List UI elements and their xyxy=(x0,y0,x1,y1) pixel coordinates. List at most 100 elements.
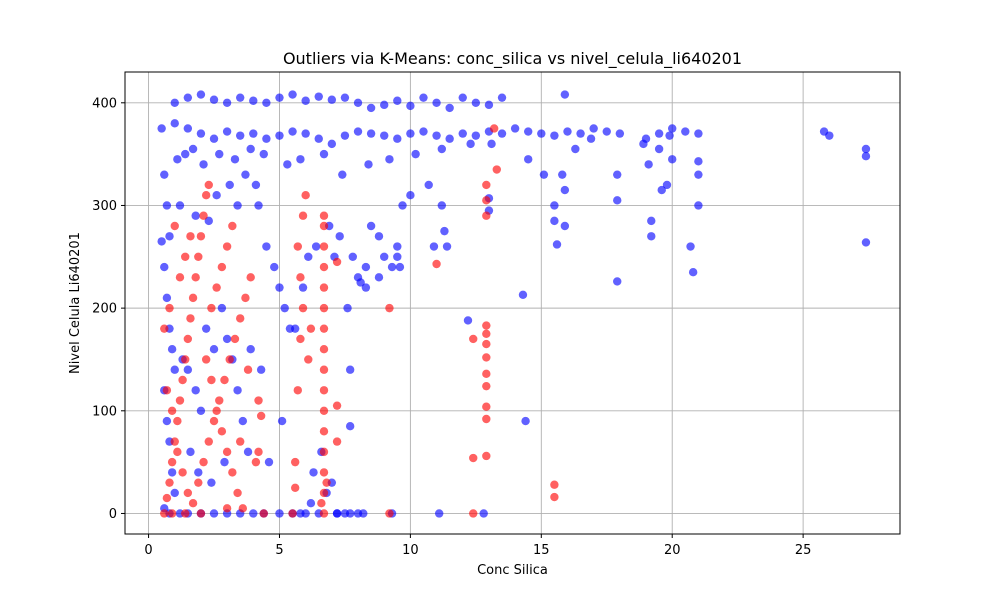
normal-point xyxy=(393,252,402,261)
normal-point xyxy=(243,447,253,457)
normal-point xyxy=(209,134,219,143)
normal-point xyxy=(196,90,206,99)
normal-point xyxy=(296,155,305,164)
normal-point xyxy=(356,278,365,287)
normal-point xyxy=(264,457,274,467)
normal-point xyxy=(393,96,402,105)
outlier-point xyxy=(482,211,491,220)
outlier-point xyxy=(215,396,224,405)
normal-point xyxy=(563,127,572,136)
normal-point xyxy=(157,124,166,133)
normal-point xyxy=(479,509,488,518)
outlier-point xyxy=(228,221,237,231)
normal-point xyxy=(157,237,166,246)
normal-point xyxy=(280,303,289,313)
outlier-point xyxy=(201,191,211,200)
normal-point xyxy=(437,144,447,154)
normal-point xyxy=(207,478,216,487)
normal-point xyxy=(338,170,347,179)
normal-point xyxy=(639,139,648,149)
outlier-point xyxy=(181,509,190,518)
normal-point xyxy=(225,180,234,190)
normal-point xyxy=(215,149,224,159)
outlier-point xyxy=(243,365,253,374)
normal-point xyxy=(191,386,200,395)
normal-point xyxy=(466,139,475,149)
normal-point xyxy=(345,509,355,518)
outlier-point xyxy=(482,353,491,362)
normal-point xyxy=(361,262,371,272)
normal-point xyxy=(335,232,344,241)
outlier-point xyxy=(212,283,221,292)
normal-point xyxy=(353,127,363,136)
normal-point xyxy=(160,170,169,179)
normal-point xyxy=(170,488,179,498)
outlier-point xyxy=(209,416,219,426)
normal-point xyxy=(694,170,703,179)
normal-point xyxy=(550,131,559,140)
outlier-point xyxy=(194,252,203,261)
outlier-point xyxy=(550,492,559,502)
normal-point xyxy=(340,131,350,140)
normal-point xyxy=(249,96,258,105)
outlier-point xyxy=(469,334,478,344)
outlier-point xyxy=(482,321,491,330)
y-tick-label: 300 xyxy=(92,199,117,214)
normal-point xyxy=(194,468,203,477)
normal-point xyxy=(654,144,664,154)
normal-point xyxy=(615,129,625,138)
normal-point xyxy=(432,131,441,140)
normal-point xyxy=(217,303,227,313)
normal-point xyxy=(314,92,323,101)
outlier-point xyxy=(196,509,206,518)
normal-point xyxy=(374,273,384,282)
y-tick-label: 400 xyxy=(92,96,117,111)
normal-point xyxy=(694,201,703,210)
outlier-point xyxy=(319,221,329,231)
y-tick-label: 0 xyxy=(109,507,117,522)
outlier-point xyxy=(207,303,216,313)
outlier-point xyxy=(162,493,172,503)
normal-point xyxy=(668,124,677,133)
outlier-point xyxy=(228,468,237,477)
normal-point xyxy=(497,93,507,102)
outlier-point xyxy=(175,396,185,405)
normal-point xyxy=(167,345,177,354)
normal-point xyxy=(861,151,871,161)
normal-point xyxy=(186,447,195,457)
outlier-point xyxy=(196,232,206,241)
normal-point xyxy=(458,93,467,102)
normal-point xyxy=(251,180,261,190)
normal-point xyxy=(424,180,433,190)
outlier-point xyxy=(222,242,232,251)
normal-point xyxy=(445,134,454,143)
outlier-point xyxy=(319,427,329,436)
outlier-point xyxy=(301,191,310,200)
normal-point xyxy=(220,457,229,467)
outlier-point xyxy=(293,386,302,395)
normal-point xyxy=(201,324,211,333)
outlier-point xyxy=(170,221,179,231)
outlier-point xyxy=(254,396,263,405)
normal-point xyxy=(345,422,355,431)
normal-point xyxy=(688,268,698,277)
normal-point xyxy=(471,98,481,108)
normal-point xyxy=(298,283,308,292)
normal-point xyxy=(681,127,690,136)
normal-point xyxy=(288,90,297,99)
normal-point xyxy=(162,416,172,426)
normal-point xyxy=(419,127,428,136)
y-axis-title: Nivel Celula Li640201 xyxy=(68,232,83,374)
outlier-point xyxy=(319,262,329,272)
normal-point xyxy=(170,365,179,374)
normal-point xyxy=(668,155,677,164)
normal-point xyxy=(353,98,363,108)
outlier-point xyxy=(319,406,329,415)
normal-point xyxy=(552,240,562,249)
outlier-point xyxy=(251,457,261,467)
normal-point xyxy=(199,160,208,169)
normal-point xyxy=(434,509,444,518)
normal-point xyxy=(309,468,318,477)
